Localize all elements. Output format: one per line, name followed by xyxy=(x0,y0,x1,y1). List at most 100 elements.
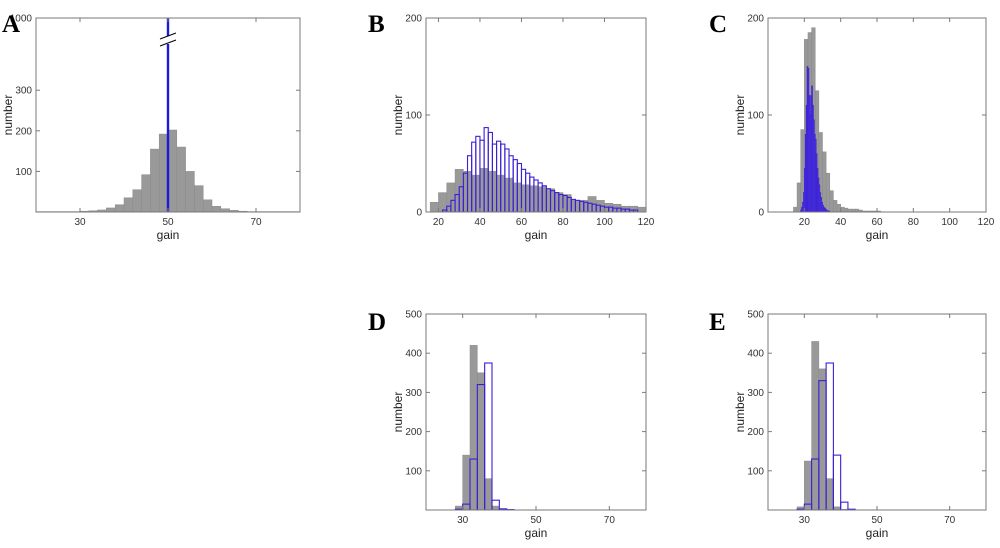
panel-a: 100 200 300 1000 30 50 70 gain number A xyxy=(1,11,301,242)
bar xyxy=(114,204,125,212)
y-axis-label: number xyxy=(733,392,747,433)
bar xyxy=(840,206,845,212)
panel-letter: C xyxy=(709,11,727,38)
panel-d: 100 200 300 400 500 30 50 70 gain number D xyxy=(368,309,647,540)
x-tick-label: 20 xyxy=(799,217,811,228)
x-tick-label: 120 xyxy=(978,217,995,228)
x-tick-label: 70 xyxy=(604,515,616,526)
axis-break-mark xyxy=(159,39,177,47)
bar xyxy=(123,197,134,212)
x-axis-label: gain xyxy=(866,228,889,242)
bar xyxy=(804,460,812,510)
y-tick-label: 300 xyxy=(747,388,764,399)
panel-e: 100 200 300 400 500 30 50 70 gain number E xyxy=(709,309,987,540)
x-tick-label: 120 xyxy=(638,217,655,228)
bar xyxy=(793,206,798,212)
bar xyxy=(825,478,834,510)
bar xyxy=(194,185,204,212)
y-tick-label: 400 xyxy=(747,349,764,360)
x-tick-label: 60 xyxy=(516,217,528,228)
bar xyxy=(840,501,849,510)
x-tick-label: 100 xyxy=(596,217,613,228)
x-tick-label: 70 xyxy=(944,515,956,526)
x-tick-label: 60 xyxy=(871,217,883,228)
x-tick-label: 50 xyxy=(530,515,542,526)
bar xyxy=(832,454,842,510)
panel-letter: E xyxy=(709,309,726,336)
x-tick-label: 70 xyxy=(250,217,262,228)
y-tick-label: 200 xyxy=(747,14,764,25)
bar xyxy=(491,505,500,510)
y-axis-label: number xyxy=(1,95,15,136)
panel-letter: B xyxy=(368,11,385,38)
y-tick-label: 100 xyxy=(747,466,764,477)
y-axis-label: number xyxy=(391,95,405,136)
axes-frame xyxy=(425,313,647,511)
plot-area xyxy=(36,18,300,212)
axis-break-mark xyxy=(159,32,177,40)
y-tick-label: 200 xyxy=(747,427,764,438)
bar xyxy=(438,192,448,212)
bar xyxy=(167,129,178,212)
plot-area xyxy=(429,127,646,212)
y-tick-label: 1000 xyxy=(10,14,33,25)
x-tick-label: 40 xyxy=(474,217,486,228)
bar xyxy=(185,171,195,212)
y-tick-label: 100 xyxy=(747,111,764,122)
bar xyxy=(132,189,142,212)
x-tick-label: 50 xyxy=(871,515,883,526)
x-tick-label: 80 xyxy=(908,217,920,228)
x-tick-label: 100 xyxy=(941,217,958,228)
bar xyxy=(158,133,169,212)
y-tick-label: 300 xyxy=(405,388,422,399)
plot-area xyxy=(454,345,515,510)
panel-c: 0 100 200 20 40 60 80 100 120 gain number C xyxy=(709,11,995,242)
x-tick-label: 30 xyxy=(74,217,86,228)
bar xyxy=(141,174,151,212)
plot-area xyxy=(796,341,856,510)
bar xyxy=(822,151,827,212)
bar xyxy=(484,362,493,510)
y-tick-label: 0 xyxy=(758,208,764,219)
bar xyxy=(844,207,849,212)
x-axis-label: gain xyxy=(525,526,548,540)
y-axis-label: number xyxy=(733,95,747,136)
bar xyxy=(150,148,160,212)
bar xyxy=(829,190,834,212)
bar xyxy=(836,203,841,212)
y-tick-label: 200 xyxy=(405,427,422,438)
y-tick-label: 100 xyxy=(15,167,32,178)
y-tick-label: 100 xyxy=(405,111,422,122)
y-tick-label: 500 xyxy=(405,310,422,321)
bar xyxy=(469,345,478,510)
x-tick-label: 80 xyxy=(557,217,569,228)
bar xyxy=(796,182,801,212)
x-axis-label: gain xyxy=(866,526,889,540)
y-tick-label: 0 xyxy=(416,208,422,219)
y-tick-label: 100 xyxy=(405,466,422,477)
panel-letter: D xyxy=(368,309,386,336)
bar xyxy=(811,341,820,510)
bar xyxy=(477,372,485,510)
y-tick-label: 300 xyxy=(15,86,32,97)
bar xyxy=(202,199,213,212)
panel-letter: A xyxy=(2,11,20,38)
bar xyxy=(484,478,493,510)
x-tick-label: 40 xyxy=(835,217,847,228)
x-tick-label: 50 xyxy=(162,217,174,228)
bar xyxy=(825,172,831,212)
y-tick-label: 200 xyxy=(405,14,422,25)
y-axis-label: number xyxy=(391,392,405,433)
panel-b: 0 100 200 20 40 60 80 100 120 gain number B xyxy=(368,11,655,242)
plot-area xyxy=(793,27,881,212)
y-tick-label: 200 xyxy=(15,126,32,137)
bar xyxy=(176,146,186,212)
x-tick-label: 30 xyxy=(799,515,811,526)
bar xyxy=(429,202,439,212)
bar xyxy=(106,207,116,212)
bar xyxy=(462,454,471,510)
bar xyxy=(818,368,827,510)
x-axis-label: gain xyxy=(157,228,180,242)
bar xyxy=(825,362,834,510)
